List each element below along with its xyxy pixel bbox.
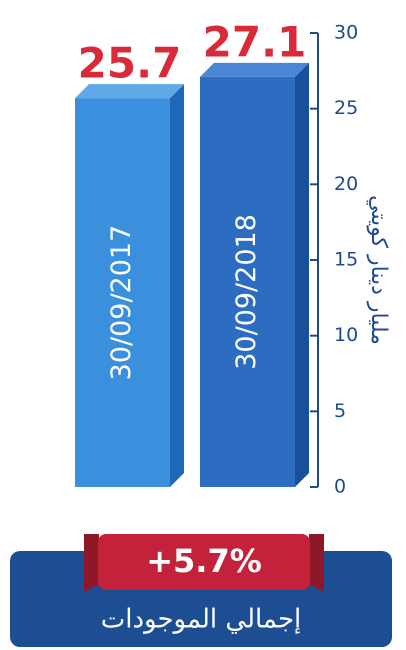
y-axis: 0 5 10 15 20 25 30 <box>310 22 358 498</box>
bar-2017 <box>75 84 184 487</box>
y-tick-label-25: 25 <box>334 97 358 119</box>
bar-2017-side <box>170 84 184 487</box>
y-tick-label-5: 5 <box>334 400 346 422</box>
labels-layer: 25.7 30/09/2017 27.1 30/09/2018 <box>78 17 307 380</box>
bars-layer <box>75 62 309 488</box>
category-label-2017: 30/09/2017 <box>106 225 137 381</box>
bar-2017-top <box>75 84 184 99</box>
ribbon-right-tail <box>309 534 324 592</box>
caption-text: إجمالي الموجودات <box>101 605 302 635</box>
change-badge <box>98 534 310 590</box>
y-tick-label-20: 20 <box>334 173 358 195</box>
y-tick-label-15: 15 <box>334 249 358 271</box>
y-tick-label-30: 30 <box>334 22 358 44</box>
bar-2018-side <box>295 62 309 488</box>
bar-2018-front <box>200 76 295 488</box>
category-label-2018: 30/09/2018 <box>231 214 262 370</box>
change-value: +5.7% <box>146 542 262 580</box>
bar-2017-front <box>75 98 170 487</box>
ribbon-left-tail <box>84 534 99 592</box>
summary-panel: +5.7% إجمالي الموجودات <box>10 534 392 647</box>
y-tick-label-10: 10 <box>334 324 358 346</box>
value-label-2018: 27.1 <box>203 17 307 66</box>
bar-2018-top <box>200 62 309 77</box>
value-label-2017: 25.7 <box>78 39 182 88</box>
y-tick-label-0: 0 <box>334 476 346 498</box>
y-axis-label: مليار دينار كويتي <box>366 195 391 345</box>
bar-2018 <box>200 62 309 488</box>
